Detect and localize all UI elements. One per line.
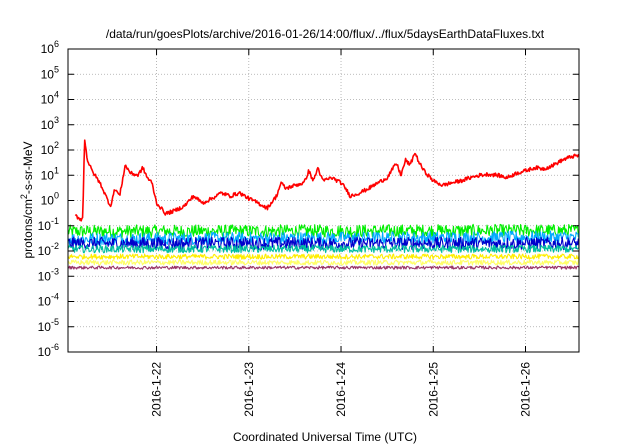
ticks-layer — [68, 48, 579, 353]
x-tick-label: 2016-1-26 — [519, 362, 533, 417]
x-tick-label: 2016-1-25 — [426, 362, 440, 417]
y-tick-label: 101 — [41, 165, 59, 182]
x-axis-label: Coordinated Universal Time (UTC) — [233, 430, 417, 444]
series-line — [67, 236, 580, 251]
y-axis-label: protons/cm2-s-sr-MeV — [19, 141, 35, 258]
series-line — [74, 139, 580, 222]
y-tick-label: 10-2 — [38, 241, 59, 258]
y-tick-label: 10-5 — [38, 317, 59, 334]
y-tick-label: 105 — [41, 64, 59, 81]
series-line — [67, 265, 580, 270]
y-tick-label: 100 — [41, 191, 59, 208]
series-line — [67, 253, 580, 260]
y-tick-label: 106 — [41, 39, 59, 56]
y-tick-label: 10-3 — [38, 266, 59, 283]
x-tick-label: 2016-1-24 — [334, 362, 348, 417]
y-tick-label: 103 — [41, 115, 59, 132]
series-line — [67, 259, 580, 266]
y-tick-labels: 10-6 10-5 10-4 10-3 10-2 10-1 100 101 102 103 104 1… — [38, 39, 59, 359]
y-tick-label: 104 — [41, 90, 59, 107]
series-line — [67, 230, 580, 246]
y-tick-label: 102 — [41, 140, 59, 157]
x-tick-label: 2016-1-22 — [150, 362, 164, 417]
series-layer — [67, 139, 580, 270]
grid-layer — [68, 49, 579, 352]
x-tick-labels: 2016-1-22 2016-1-23 2016-1-24 2016-1-25 2016… — [150, 362, 533, 417]
x-tick-label: 2016-1-23 — [242, 362, 256, 417]
y-tick-label: 10-6 — [38, 342, 59, 359]
series-line — [67, 244, 580, 254]
chart-title: /data/run/goesPlots/archive/2016-01-26/1… — [106, 27, 545, 41]
y-tick-label: 10-4 — [38, 292, 59, 309]
y-tick-label: 10-1 — [38, 216, 59, 233]
